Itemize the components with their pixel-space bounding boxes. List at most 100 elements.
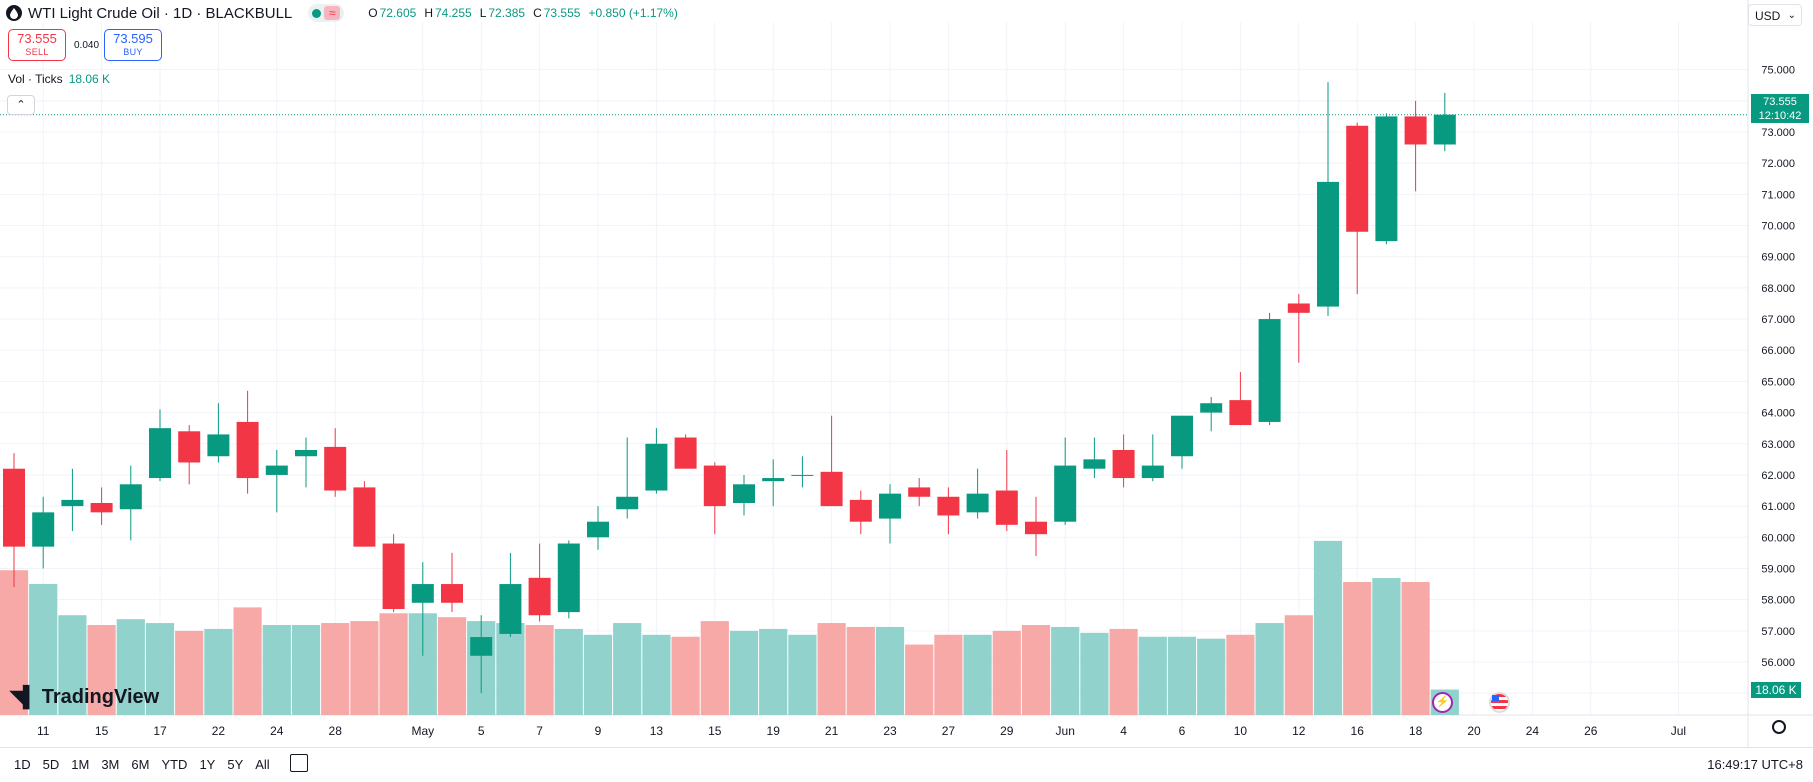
- range-button-1y[interactable]: 1Y: [199, 757, 216, 772]
- candle-body: [1433, 114, 1456, 145]
- time-tick-label: 24: [1526, 724, 1540, 738]
- price-tick-label: 71.000: [1761, 189, 1795, 201]
- range-button-1d[interactable]: 1D: [14, 757, 31, 772]
- price-tick-label: 57.000: [1761, 626, 1795, 638]
- price-tick-label: 69.000: [1761, 252, 1795, 264]
- volume-bar: [496, 623, 525, 715]
- volume-bar: [817, 623, 846, 715]
- volume-bar: [1226, 634, 1255, 715]
- candle-body: [1171, 415, 1193, 457]
- data-delay-icon: ≈: [324, 6, 341, 20]
- candle-body: [995, 490, 1018, 525]
- open-value: 72.605: [379, 6, 417, 20]
- time-tick-label: 26: [1584, 724, 1598, 738]
- date-range-calendar-icon[interactable]: [290, 754, 308, 772]
- volume-bar: [1372, 578, 1401, 715]
- time-tick-label: 15: [708, 724, 722, 738]
- time-tick-label: 20: [1467, 724, 1481, 738]
- candle-body: [178, 431, 201, 463]
- time-tick-label: 4: [1120, 724, 1127, 738]
- candle-body: [820, 471, 843, 507]
- chart-header: WTI Light Crude Oil · 1D · BLACKBULL ≈ O…: [6, 4, 684, 22]
- candle-body: [90, 503, 113, 513]
- volume-bar: [116, 619, 145, 715]
- volume-bar: [350, 621, 379, 715]
- volume-bar: [1167, 636, 1197, 715]
- buy-label: BUY: [123, 47, 143, 57]
- candle-body: [119, 484, 142, 510]
- volume-bar: [29, 583, 58, 715]
- volume-bar: [729, 630, 759, 715]
- buy-button[interactable]: 73.595 BUY: [104, 29, 162, 61]
- range-button-1m[interactable]: 1M: [71, 757, 90, 772]
- candle-body: [3, 468, 25, 547]
- collapse-legend-button[interactable]: ⌃: [7, 95, 35, 115]
- time-tick-label: Jun: [1056, 724, 1075, 738]
- volume-legend-label: Vol · Ticks: [8, 72, 63, 86]
- candle-body: [441, 584, 463, 603]
- volume-bar: [58, 615, 87, 715]
- price-tick-label: 72.000: [1761, 158, 1795, 170]
- settings-gear-icon[interactable]: [1772, 720, 1786, 734]
- volume-bar: [204, 628, 233, 715]
- candle-body: [1258, 319, 1281, 422]
- price-tick-label: 65.000: [1761, 376, 1795, 388]
- volume-legend[interactable]: Vol · Ticks 18.06 K: [8, 72, 110, 86]
- market-open-dot-icon: [312, 8, 322, 18]
- candle-body: [1317, 181, 1339, 307]
- range-button-all[interactable]: All: [255, 757, 270, 772]
- market-status-pill[interactable]: ≈: [308, 4, 345, 22]
- candle-body: [1346, 125, 1369, 232]
- price-chart[interactable]: 55.00056.00057.00058.00059.00060.00061.0…: [0, 0, 1813, 747]
- symbol-title[interactable]: WTI Light Crude Oil · 1D · BLACKBULL: [28, 4, 293, 22]
- event-lightning-icon[interactable]: ⚡: [1432, 692, 1453, 713]
- tradingview-logo[interactable]: ◥▍ TradingView: [10, 685, 159, 710]
- spread-value: 0.040: [74, 39, 100, 51]
- change-value: +0.850 (+1.17%): [588, 6, 678, 20]
- sell-button[interactable]: 73.555 SELL: [8, 29, 66, 61]
- volume-bar: [1313, 540, 1343, 715]
- candle-body: [703, 465, 726, 507]
- volume-bar: [1021, 625, 1051, 715]
- range-button-ytd[interactable]: YTD: [161, 757, 188, 772]
- close-value: 73.555: [543, 6, 581, 20]
- range-button-5d[interactable]: 5D: [42, 757, 60, 772]
- candle-body: [1025, 521, 1047, 535]
- candle-body: [411, 584, 434, 603]
- candle-body: [616, 496, 639, 510]
- currency-select[interactable]: USD ⌄: [1748, 4, 1802, 26]
- candle-body: [1054, 465, 1077, 522]
- volume-bar: [583, 634, 613, 715]
- time-tick-label: Jul: [1671, 724, 1686, 738]
- range-button-3m[interactable]: 3M: [101, 757, 120, 772]
- volume-bar: [233, 607, 262, 715]
- chevron-up-icon: ⌃: [16, 99, 26, 111]
- time-tick-label: 12: [1292, 724, 1306, 738]
- price-tick-label: 64.000: [1761, 408, 1795, 420]
- clock[interactable]: 16:49:17 UTC+8: [1707, 757, 1803, 772]
- volume-bar: [291, 625, 321, 715]
- volume-bar: [1051, 626, 1080, 715]
- price-tick-label: 73.000: [1761, 127, 1795, 139]
- candle-body: [645, 443, 668, 491]
- candle-body: [674, 437, 697, 469]
- volume-bar: [992, 630, 1021, 715]
- candle-body: [207, 434, 230, 457]
- volume-bar: [87, 625, 116, 715]
- buy-price: 73.595: [113, 31, 153, 46]
- candle-body: [557, 543, 580, 613]
- candle-body: [236, 421, 259, 479]
- candle-body: [61, 499, 84, 507]
- candle-body: [470, 637, 493, 656]
- range-button-5y[interactable]: 5Y: [227, 757, 244, 772]
- volume-bar: [1138, 636, 1167, 715]
- time-tick-label: 19: [767, 724, 781, 738]
- price-tick-label: 56.000: [1761, 657, 1795, 669]
- volume-bar: [875, 626, 905, 715]
- volume-bar: [905, 644, 934, 715]
- range-button-6m[interactable]: 6M: [131, 757, 150, 772]
- volume-bar: [262, 625, 291, 715]
- us-flag-event-icon[interactable]: [1489, 692, 1510, 713]
- trade-panel: 73.555 SELL 0.040 73.595 BUY: [8, 29, 162, 61]
- low-value: 72.385: [488, 6, 526, 20]
